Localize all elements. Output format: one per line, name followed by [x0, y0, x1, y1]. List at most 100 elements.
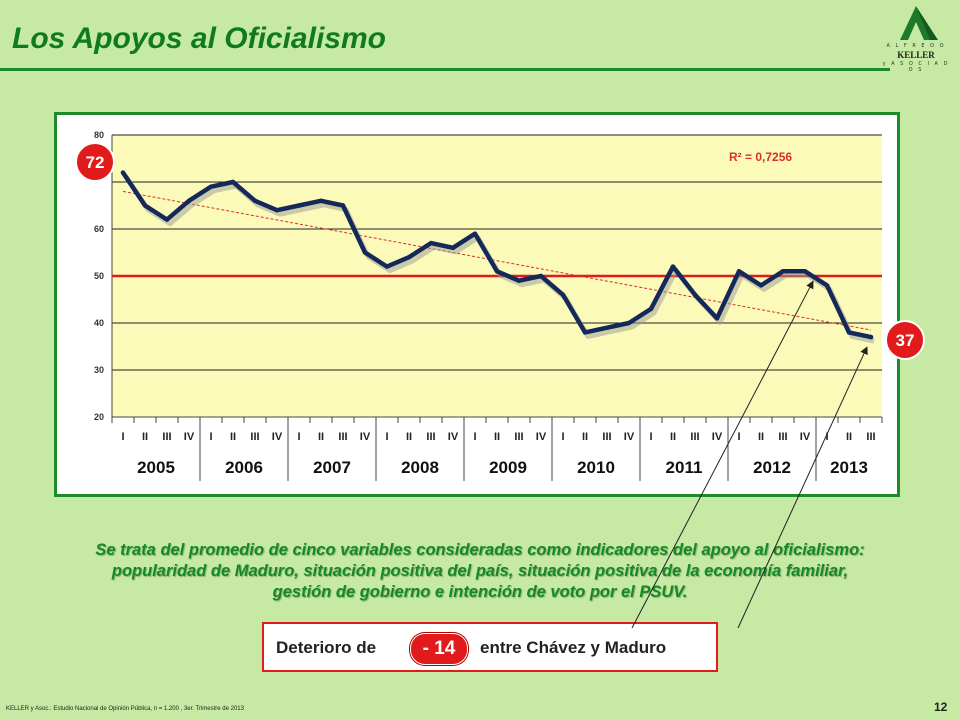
series-point: [428, 240, 434, 246]
logo-top-text: A L F R E D O: [886, 43, 946, 49]
company-logo: A L F R E D O KELLER y A S O C I A D O S: [880, 4, 952, 73]
caption-line-2: popularidad de Maduro, situación positiv…: [111, 562, 849, 580]
title-divider: [0, 68, 890, 71]
y-tick-label: 50: [94, 271, 104, 281]
series-point: [230, 179, 236, 185]
quarter-label: II: [582, 431, 588, 443]
r-squared-label: R² = 0,7256: [729, 150, 792, 164]
trendline: [122, 190, 872, 331]
quarter-label: IV: [272, 431, 283, 443]
source-note: KELLER y Asoc.: Estudio Nacional de Opin…: [6, 706, 244, 712]
series-point: [208, 184, 214, 189]
series-point: [846, 330, 852, 335]
quarter-label: II: [758, 431, 764, 443]
year-label: 2009: [489, 458, 527, 477]
quarter-label: III: [338, 431, 347, 443]
quarter-label: III: [162, 431, 171, 443]
quarter-label: I: [297, 431, 300, 443]
series-point: [120, 170, 126, 175]
quarter-label: I: [737, 431, 740, 443]
series-point: [406, 255, 412, 260]
series-point: [274, 208, 280, 213]
quarter-label: III: [866, 431, 875, 443]
year-label: 2005: [137, 458, 175, 477]
quarter-label: II: [846, 431, 852, 443]
y-tick-label: 30: [94, 365, 104, 375]
quarter-label: I: [561, 431, 564, 443]
y-tick-label: 80: [94, 130, 104, 140]
year-label: 2010: [577, 458, 615, 477]
series-point: [362, 250, 368, 255]
quarter-label: IV: [712, 431, 723, 443]
logo-brand-text: KELLER: [897, 50, 935, 60]
quarter-label: I: [649, 431, 652, 443]
chart-panel: 20 30 40 50 60 80 I II III IV I II III IV I II III IV I II I…: [54, 112, 900, 497]
series-point: [582, 330, 588, 335]
series-point: [164, 217, 170, 222]
quarter-label: III: [778, 431, 787, 443]
quarter-label: III: [250, 431, 259, 443]
series-point: [494, 269, 500, 274]
quarter-label: I: [385, 431, 388, 443]
series-point: [560, 292, 566, 297]
series-point: [802, 269, 808, 274]
series-point: [824, 283, 830, 288]
quarter-label: III: [690, 431, 699, 443]
series-point: [340, 203, 346, 208]
caption-line-1: Se trata del promedio de cinco variables…: [95, 541, 865, 559]
quarter-label: I: [473, 431, 476, 443]
quarter-label: II: [494, 431, 500, 443]
y-tick-label: 20: [94, 412, 104, 422]
quarter-label: I: [121, 431, 124, 443]
series-point: [384, 264, 390, 269]
page-title: Los Apoyos al Oficialismo: [12, 22, 386, 55]
series-point: [538, 273, 544, 279]
series-point: [604, 325, 610, 330]
series-point: [780, 269, 786, 274]
year-label: 2006: [225, 458, 263, 477]
quarter-label: II: [670, 431, 676, 443]
series-point: [648, 306, 654, 312]
series-point: [758, 283, 764, 288]
deterioro-prefix: Deterioro de: [276, 638, 377, 657]
series-point: [450, 245, 456, 250]
year-label: 2008: [401, 458, 439, 477]
series-point: [252, 198, 258, 203]
series-point: [868, 334, 874, 340]
logo-k-icon: [900, 6, 938, 40]
y-tick-label: 40: [94, 318, 104, 328]
series-point: [714, 316, 720, 321]
series-point: [186, 198, 192, 203]
quarter-label: IV: [448, 431, 459, 443]
logo-bottom-text: y A S O C I A D O S: [882, 61, 950, 73]
caption-line-3: gestión de gobierno e intención de voto …: [272, 583, 688, 601]
series-point: [318, 198, 324, 203]
series-point: [516, 278, 522, 283]
y-tick-label: 60: [94, 224, 104, 234]
series-point: [692, 292, 698, 297]
series-point: [472, 231, 478, 236]
quarter-label: I: [825, 431, 828, 443]
quarter-label: IV: [536, 431, 547, 443]
chart-caption: Se trata del promedio de cinco variables…: [30, 540, 930, 603]
quarter-label: II: [230, 431, 236, 443]
series-point: [296, 203, 302, 208]
quarter-label: IV: [800, 431, 811, 443]
year-label: 2011: [666, 458, 703, 477]
quarter-label: III: [602, 431, 611, 443]
deterioro-suffix: entre Chávez y Maduro: [480, 638, 667, 657]
quarter-label: IV: [184, 431, 195, 443]
year-label: 2013: [830, 458, 868, 477]
deterioro-value-badge: - 14: [410, 633, 468, 665]
series-point: [626, 320, 632, 326]
quarter-label: I: [209, 431, 212, 443]
quarter-label: IV: [360, 431, 371, 443]
quarter-label: IV: [624, 431, 635, 443]
series-point: [736, 269, 742, 274]
year-label: 2012: [753, 458, 791, 477]
quarter-label: II: [406, 431, 412, 443]
page-number: 12: [934, 700, 948, 714]
series-point: [670, 264, 676, 269]
year-label: 2007: [313, 458, 351, 477]
